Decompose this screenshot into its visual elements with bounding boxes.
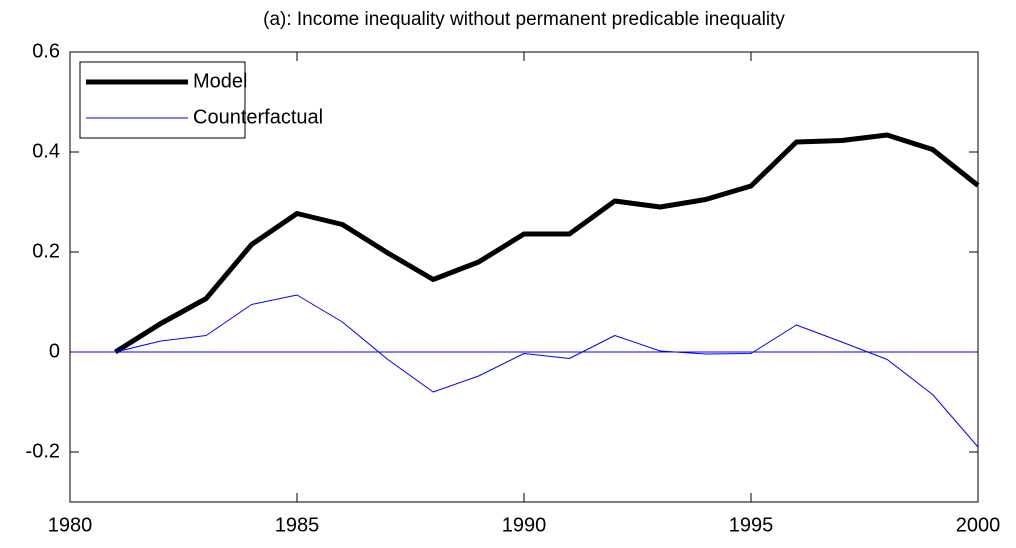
y-tick-label: -0.2 bbox=[26, 440, 60, 462]
x-tick-label: 1985 bbox=[275, 514, 320, 536]
y-tick-label: 0.4 bbox=[32, 140, 60, 162]
y-tick-label: 0.2 bbox=[32, 240, 60, 262]
x-tick-label: 1980 bbox=[48, 514, 93, 536]
x-tick-label: 1990 bbox=[502, 514, 547, 536]
x-tick-label: 1995 bbox=[729, 514, 774, 536]
chart-title: (a): Income inequality without permanent… bbox=[263, 9, 785, 30]
y-tick-label: 0.6 bbox=[32, 40, 60, 62]
legend-box bbox=[79, 61, 246, 139]
legend-label: Counterfactual bbox=[193, 106, 323, 128]
series-line bbox=[114, 132, 980, 355]
y-tick-label: 0 bbox=[49, 340, 60, 362]
x-tick-label: 2000 bbox=[956, 514, 1001, 536]
series-line bbox=[115, 294, 979, 448]
legend-label: Model bbox=[193, 70, 247, 92]
